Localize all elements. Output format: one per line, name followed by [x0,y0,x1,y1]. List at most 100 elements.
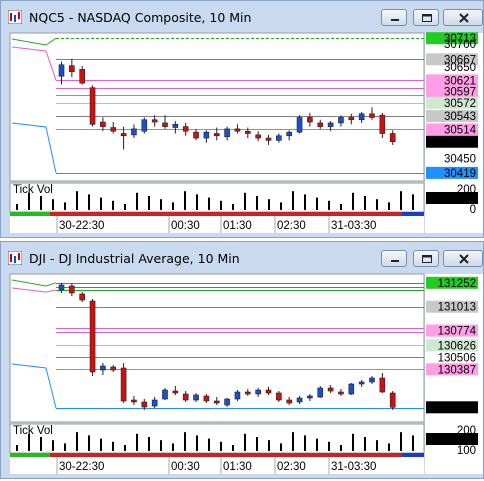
tick-vol-bar [112,441,114,451]
candle-body[interactable] [327,122,334,127]
tick-vol-bar [88,194,90,210]
candle-body[interactable] [110,127,117,132]
candle-body[interactable] [224,128,230,137]
candle-body[interactable] [100,365,106,371]
candle-body[interactable] [296,117,303,133]
price-label: 30543 [426,110,478,123]
price-label: 30514 [426,123,478,136]
candle-body[interactable] [286,399,293,404]
candle-body[interactable] [151,399,158,407]
candle-body[interactable] [245,130,251,134]
candle-body[interactable] [234,391,241,400]
plot-area[interactable] [9,32,425,182]
candle-body[interactable] [120,133,127,137]
candle-body[interactable] [151,119,158,123]
candle-body[interactable] [131,399,137,403]
candle-body[interactable] [358,113,365,121]
candle-body[interactable] [213,400,220,404]
candle-body[interactable] [131,128,137,136]
candle-body[interactable] [213,133,220,137]
tick-vol-bar [172,443,174,451]
candle-body[interactable] [338,391,344,395]
candle-body[interactable] [265,137,272,141]
tick-vol-bar [340,445,342,451]
candle-body[interactable] [100,121,106,127]
candle-body[interactable] [182,126,189,132]
window-titlebar[interactable]: DJI - DJ Industrial Average, 10 Min [1,242,483,274]
price-label: 130007 [426,401,478,414]
candle-body[interactable] [69,285,75,294]
nasdaq-chart-window[interactable]: NQC5 - NASDAQ Composite, 10 Min 30713 307… [0,0,484,238]
level-lead-line [11,279,57,287]
candle-body[interactable] [317,122,324,127]
candle-body[interactable] [120,367,127,402]
candle-body[interactable] [338,117,344,124]
tick-vol-bar [100,438,102,451]
candle-body[interactable] [193,131,199,139]
candle-body[interactable] [141,119,148,132]
candle-body[interactable] [203,131,210,139]
tick-vol-bar [220,200,222,210]
candle-body[interactable] [389,392,396,408]
window-titlebar[interactable]: NQC5 - NASDAQ Composite, 10 Min [1,1,483,33]
candle-body[interactable] [69,65,75,72]
tick-vol-pane[interactable] [9,423,425,454]
candle-body[interactable] [317,387,324,398]
candle-body[interactable] [327,387,334,392]
candle-body[interactable] [89,87,96,125]
candle-body[interactable] [182,393,189,401]
candle-body[interactable] [162,122,168,127]
candle-body[interactable] [286,131,293,137]
tick-vol-bar [316,197,318,210]
candle-body[interactable] [348,383,355,395]
candle-body[interactable] [58,64,65,77]
candle-body[interactable] [265,389,272,394]
minimize-button[interactable] [381,9,407,26]
candle-body[interactable] [110,366,117,371]
candle-body[interactable] [369,113,375,118]
candle-body[interactable] [348,117,355,121]
candle-body[interactable] [58,284,65,291]
candle-body[interactable] [203,395,210,402]
candle-body[interactable] [307,117,313,123]
maximize-button[interactable] [413,9,439,26]
price-label-bg [426,32,478,45]
tick-vol-bar [292,432,294,451]
candle-body[interactable] [79,293,85,301]
minimize-button[interactable] [381,250,407,267]
candle-body[interactable] [307,395,313,399]
candle-body[interactable] [89,300,96,373]
candle-body[interactable] [358,381,365,385]
tick-vol-pane[interactable] [9,182,425,213]
close-icon [459,254,469,264]
candle-body[interactable] [276,135,282,141]
candle-body[interactable] [162,389,168,400]
candle-body[interactable] [172,124,179,128]
candle-body[interactable] [379,114,386,134]
tick-vol-bar [352,433,354,451]
candle-body[interactable] [141,401,148,408]
dji-chart-window[interactable]: DJI - DJ Industrial Average, 10 Min 1312… [0,241,484,479]
maximize-button[interactable] [413,250,439,267]
candle-body[interactable] [79,69,85,84]
candle-body[interactable] [172,390,179,394]
x-tick-label: 01:30 [223,461,252,473]
candle-body[interactable] [245,391,251,395]
candle-body[interactable] [389,133,396,143]
price-label-bg [426,324,478,337]
candle-body[interactable] [255,134,261,139]
candle-body[interactable] [234,128,241,132]
candle-body[interactable] [369,377,375,383]
candle-body[interactable] [379,377,386,393]
candle-body[interactable] [224,398,230,406]
candle-body[interactable] [255,389,261,395]
close-button[interactable] [443,250,483,267]
tick-vol-bar [388,202,390,210]
tick-vol-bar [196,194,198,210]
candle-body[interactable] [276,392,282,401]
close-button[interactable] [443,9,483,26]
candle-body[interactable] [193,394,199,401]
candle-body[interactable] [296,397,303,403]
